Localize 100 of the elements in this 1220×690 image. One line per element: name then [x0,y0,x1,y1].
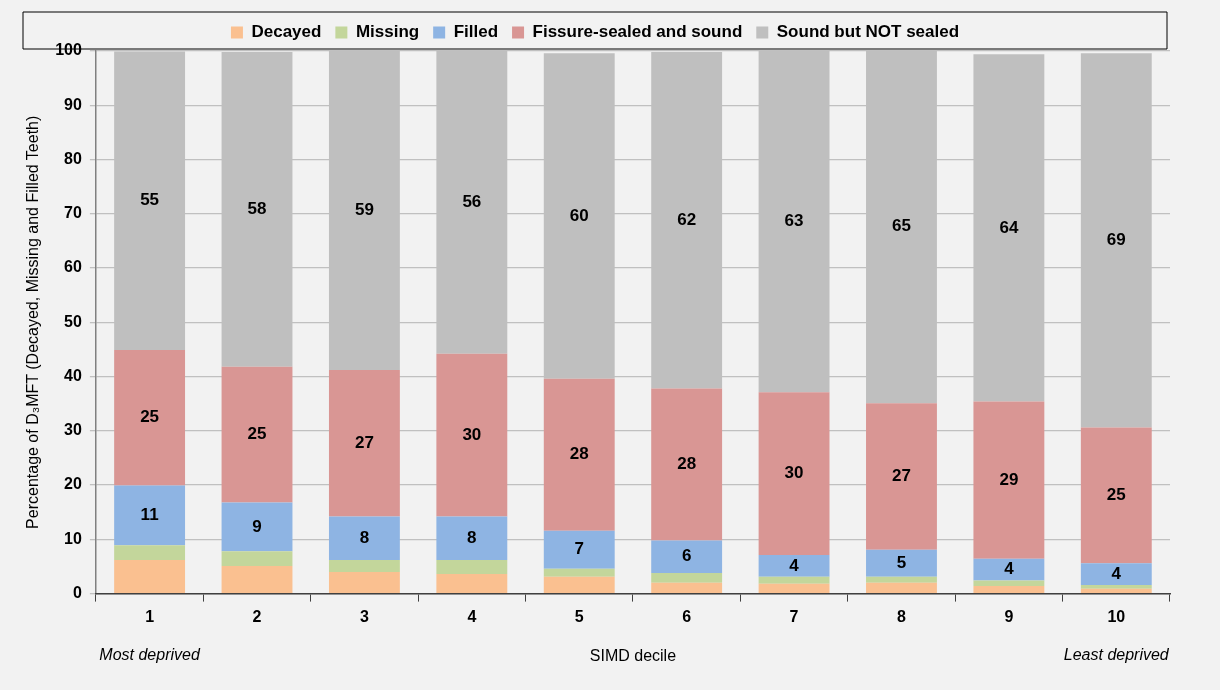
bar [651,572,723,583]
y-tick-label: 100 [55,41,82,59]
y-tick-label: 90 [64,95,82,113]
x-tick-label: 2 [252,607,262,625]
x-tick-label: 10 [1107,607,1126,625]
bar [973,558,1045,581]
y-tick-label: 60 [64,258,82,276]
y-tick-label: 20 [64,475,82,493]
data-label: 5 [896,552,907,572]
bar [866,403,937,550]
x-tick-label: 9 [1004,607,1014,625]
data-label: 4 [789,555,800,575]
y-tick-label: 30 [64,421,82,439]
data-label: 4 [1004,559,1015,579]
bar [221,565,293,593]
bar [973,401,1045,559]
bar [543,576,615,593]
bar [328,559,400,572]
data-label: 65 [892,216,911,236]
y-tick-label: 40 [64,366,82,384]
data-label: 4 [1111,563,1122,583]
data-label: 29 [999,469,1019,489]
bar [436,574,508,593]
bar [543,530,615,569]
x-tick-label: 3 [359,607,369,625]
y-tick-label: 80 [64,149,82,167]
bar [973,580,1045,586]
data-label: 11 [140,505,159,525]
bar [758,555,830,577]
data-label: 28 [677,454,697,474]
bar [328,516,400,560]
bar [1080,584,1152,589]
bar [758,576,830,584]
x-tick-label: 5 [574,607,584,625]
data-label: 58 [247,199,267,219]
data-label: 9 [252,516,262,536]
bar [1080,563,1152,585]
data-label: 56 [462,191,482,211]
bar [1080,427,1152,564]
bar [866,576,937,583]
bar [436,353,508,517]
x-axis-title: SIMD decile [589,646,677,664]
legend-label: Decayed [251,22,322,42]
data-label: 62 [677,209,697,229]
bar [114,485,186,546]
y-axis-title: Percentage of D₃MFT (Decayed, Missing and Filled Teeth) [24,115,42,529]
data-label: 60 [569,205,589,225]
data-label: 59 [354,199,374,219]
data-label: 8 [359,527,370,547]
bar [651,540,723,573]
bar [651,388,723,541]
legend-label: Sound but NOT sealed [776,22,960,42]
bar [221,502,293,552]
data-label: 69 [1106,230,1126,250]
legend-label: Filled [453,22,499,42]
bar [866,549,937,577]
bar [543,568,615,577]
y-tick-label: 50 [64,312,82,330]
bar [328,370,400,517]
data-label: 6 [681,546,692,566]
data-label: 7 [574,539,584,559]
data-label: 25 [247,424,267,444]
bar [221,366,293,503]
data-label: 27 [354,432,374,452]
bar [866,582,937,593]
x-tick-label: 1 [145,607,155,625]
bar [221,551,293,566]
bar [328,571,400,593]
bar [114,559,186,593]
data-label: 25 [140,407,160,427]
legend-label: Fissure-sealed and sound [532,22,743,42]
data-label: 27 [892,466,911,486]
bar [114,349,186,486]
x-tick-label: 7 [789,607,799,625]
x-tick-label: 4 [467,607,477,625]
y-tick-label: 70 [64,204,82,222]
data-label: 55 [140,190,160,210]
bar [651,582,723,593]
y-tick-label: 0 [72,584,82,602]
bar [436,559,508,575]
text: Least deprived [1063,646,1170,664]
x-tick-label: 8 [897,607,907,625]
bar [973,586,1045,593]
data-label: 25 [1106,485,1126,505]
y-tick-label: 10 [64,529,82,547]
x-tick-label: 6 [682,607,692,625]
bar [543,378,615,531]
bar [114,545,186,560]
data-label: 64 [999,217,1019,237]
bar [758,392,830,556]
data-label: 63 [784,211,804,231]
data-label: 28 [569,444,589,464]
legend-label: Missing [355,22,420,42]
bar [436,516,508,560]
bar [758,583,830,593]
bar [1080,588,1152,593]
data-label: 8 [467,527,477,547]
text: Most deprived [99,646,201,664]
data-label: 30 [784,463,804,483]
data-label: 30 [462,424,482,444]
